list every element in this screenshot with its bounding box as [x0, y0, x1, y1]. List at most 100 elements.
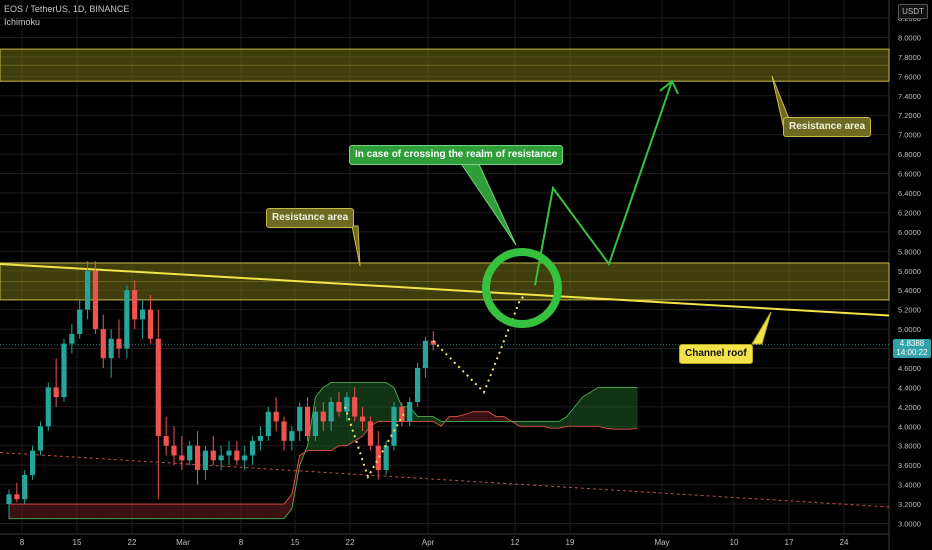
ichimoku-cloud-fill [142, 504, 151, 519]
ichimoku-cloud-fill [582, 392, 591, 427]
ichimoku-cloud-fill [87, 504, 96, 519]
projected-dotted-path [432, 293, 527, 395]
candle-body [297, 406, 303, 432]
ichimoku-cloud-fill [425, 416, 434, 422]
x-tick-label: 24 [840, 538, 849, 547]
projection-path [534, 80, 673, 286]
x-tick-label: 22 [128, 538, 137, 547]
crossing-pointer [459, 161, 517, 246]
ichimoku-cloud-fill [606, 387, 614, 430]
resistance-pointer-mid [351, 225, 361, 267]
ichimoku-cloud-fill [150, 504, 159, 519]
ichimoku-cloud-fill [197, 504, 206, 519]
ichimoku-cloud-fill [276, 504, 284, 519]
candle-body [53, 387, 59, 398]
breakout-circle [482, 248, 562, 328]
candle-body [187, 445, 193, 461]
ichimoku-cloud-fill [323, 382, 332, 451]
candle-body [29, 450, 36, 475]
candle-body [375, 445, 381, 471]
candle-body [14, 494, 20, 500]
y-tick-label: 3.4000 [898, 481, 921, 490]
ichimoku-cloud-fill [173, 504, 182, 519]
y-tick-label: 4.2000 [898, 403, 921, 412]
candle-body [171, 445, 177, 456]
y-tick-label: 4.4000 [898, 383, 921, 392]
candle-body [312, 411, 319, 437]
candle-body [249, 440, 256, 456]
ichimoku-cloud-fill [417, 416, 426, 422]
ichimoku-cloud-fill [111, 504, 119, 519]
ichimoku-cloud-fill [519, 421, 528, 427]
y-tick-label: 5.8000 [898, 247, 921, 256]
last-price-value: 4.8388 [899, 339, 925, 348]
y-tick-label: 6.6000 [898, 170, 921, 179]
x-tick-label: 8 [20, 538, 25, 547]
ichimoku-cloud-fill [181, 504, 190, 519]
ichimoku-cloud-fill [213, 504, 222, 519]
y-tick-label: 6.0000 [898, 228, 921, 237]
candle-body [273, 411, 279, 422]
ichimoku-cloud-fill [472, 411, 481, 422]
candle-body [226, 450, 232, 456]
x-tick-label: 12 [511, 538, 520, 547]
ichimoku-span-a [9, 382, 638, 520]
ichimoku-cloud-fill [448, 416, 457, 422]
candle-body [430, 340, 436, 345]
x-tick-label: 10 [730, 538, 739, 547]
y-tick-label: 5.4000 [898, 286, 921, 295]
candle-body [37, 426, 44, 451]
x-tick-label: Mar [176, 538, 190, 547]
candle-body [155, 338, 161, 437]
channel-roof-line [0, 262, 890, 317]
ichimoku-cloud-fill [205, 504, 214, 519]
ichimoku-cloud-fill [331, 382, 339, 451]
candle-body [69, 333, 75, 344]
candle-body [202, 450, 209, 471]
candle-body [257, 436, 264, 441]
candle-body [414, 367, 421, 402]
ichimoku-cloud-fill [535, 421, 544, 427]
candle-body [100, 329, 106, 359]
ichimoku-cloud-fill [16, 504, 25, 519]
ichimoku-cloud-fill [268, 504, 277, 519]
candle-body [383, 445, 389, 471]
ichimoku-cloud-fill [629, 387, 638, 430]
candle-body [289, 431, 295, 441]
ichimoku-cloud-fill [221, 504, 229, 519]
ichimoku-cloud-fill [244, 504, 253, 519]
ichimoku-cloud-fill [158, 504, 167, 519]
ichimoku-cloud-fill [621, 387, 630, 430]
dip-dotted-path [344, 406, 406, 480]
candle-body [367, 421, 374, 446]
candle-body [391, 406, 397, 446]
candle-body [179, 455, 185, 461]
candle-body [265, 411, 271, 437]
ichimoku-cloud-fill [613, 387, 622, 430]
ichimoku-cloud-fill [551, 421, 559, 429]
ichimoku-cloud-fill [95, 504, 104, 519]
y-tick-label: 7.2000 [898, 111, 921, 120]
currency-badge[interactable]: USDT [898, 4, 928, 19]
candle-body [77, 309, 83, 334]
candle-body [132, 290, 138, 320]
y-tick-label: 7.4000 [898, 92, 921, 101]
ichimoku-cloud-fill [103, 504, 112, 519]
projection-arrowhead [659, 79, 679, 95]
x-tick-label: May [654, 538, 669, 547]
candle-body [320, 411, 326, 422]
y-tick-label: 7.6000 [898, 72, 921, 81]
candle-body [234, 450, 240, 461]
candle-body [61, 343, 67, 398]
ichimoku-cloud-fill [598, 387, 607, 429]
indicator-label[interactable]: Ichimoku [4, 17, 41, 27]
ichimoku-cloud-fill [228, 504, 237, 519]
ichimoku-cloud-fill [118, 504, 127, 519]
y-tick-label: 3.2000 [898, 500, 921, 509]
ichimoku-cloud-fill [71, 504, 80, 519]
symbol-title: EOS / TetherUS, 1D, BINANCE [4, 4, 130, 14]
y-tick-label: 3.6000 [898, 461, 921, 470]
ichimoku-cloud-fill [260, 504, 269, 519]
ichimoku-cloud-fill [166, 504, 174, 519]
